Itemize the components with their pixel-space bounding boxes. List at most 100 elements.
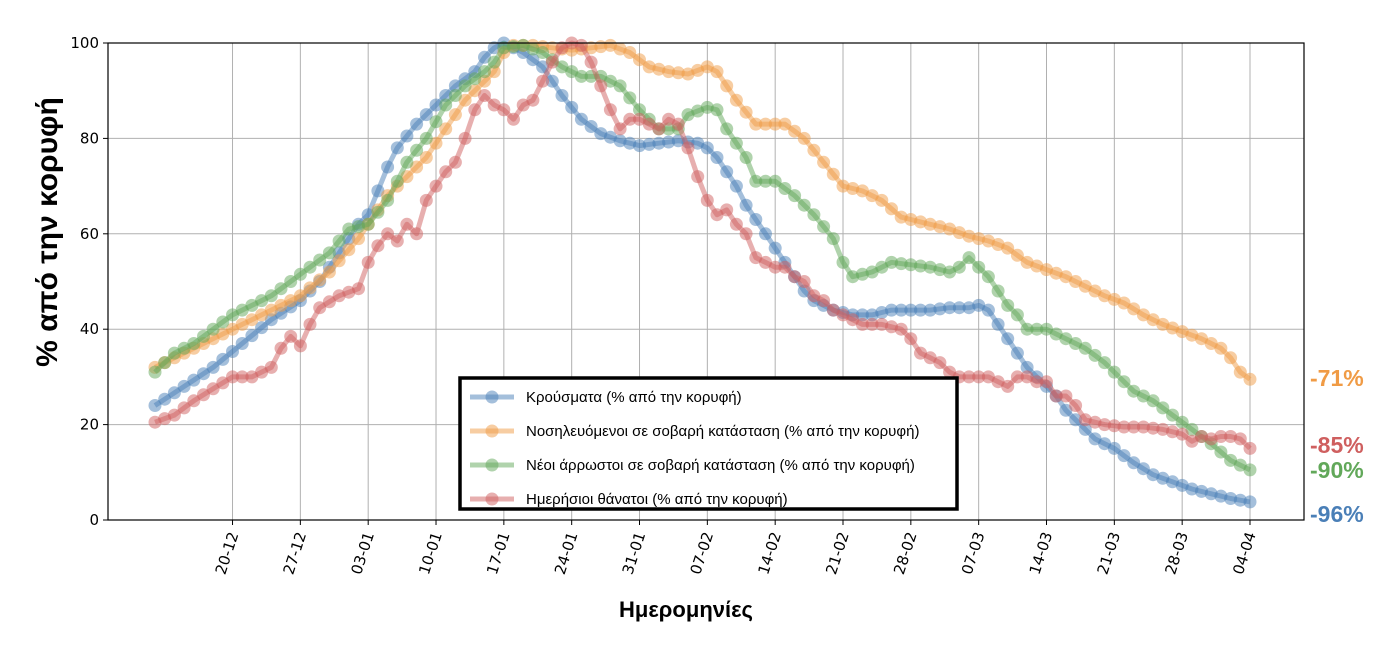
data-point [1069, 413, 1083, 427]
data-point [303, 281, 317, 295]
data-point [729, 136, 743, 150]
data-point [623, 112, 637, 126]
data-point [255, 294, 269, 308]
x-tick-label: 27-12 [280, 530, 311, 577]
data-point [662, 112, 676, 126]
x-tick-label: 14-02 [754, 530, 785, 577]
data-point [1069, 275, 1083, 288]
data-point [1117, 420, 1131, 434]
data-point [1214, 430, 1228, 443]
legend-label: Ημερήσιοι θάνατοι (% από την κορυφή) [526, 491, 788, 508]
data-point [536, 46, 550, 59]
data-point [167, 346, 181, 360]
x-tick-label: 14-03 [1026, 530, 1057, 577]
data-point [855, 184, 869, 198]
data-point [865, 317, 879, 331]
data-point [361, 255, 375, 269]
data-point [352, 282, 365, 296]
data-point [1001, 379, 1015, 393]
data-point [478, 65, 491, 79]
data-point [293, 289, 307, 303]
legend-box [458, 376, 959, 511]
data-point [332, 234, 346, 248]
data-point [419, 108, 433, 122]
data-point [293, 267, 307, 281]
data-point [671, 66, 685, 80]
data-point [1098, 437, 1112, 451]
data-point [1010, 308, 1024, 322]
data-point [1233, 458, 1247, 472]
data-point [235, 370, 249, 384]
data-point [875, 317, 889, 331]
data-point [1185, 434, 1199, 448]
data-point [749, 117, 763, 131]
data-point [759, 174, 772, 188]
data-point [245, 370, 259, 384]
x-tick-label: 28-02 [890, 530, 921, 577]
data-point [390, 174, 404, 188]
data-point [400, 217, 414, 231]
data-point [759, 117, 772, 131]
data-point [759, 255, 772, 269]
x-tick-label: 07-03 [958, 530, 989, 577]
data-point [933, 302, 947, 316]
data-point [904, 303, 918, 317]
data-point [284, 294, 298, 308]
data-point [206, 322, 220, 336]
data-point [284, 329, 298, 343]
data-point [1107, 419, 1121, 433]
data-point [1107, 365, 1121, 379]
data-point [1069, 337, 1083, 350]
data-point [226, 345, 239, 358]
data-point [1195, 332, 1208, 346]
data-point [245, 329, 259, 343]
data-point [574, 112, 588, 126]
data-point [836, 255, 850, 269]
data-point [885, 202, 898, 216]
data-point [400, 155, 414, 169]
data-point [448, 89, 462, 102]
data-point [613, 79, 627, 93]
data-point [216, 376, 230, 390]
data-point [293, 339, 307, 353]
data-point [390, 141, 404, 155]
data-point [1127, 384, 1141, 398]
data-point [662, 65, 676, 79]
data-point [623, 46, 637, 59]
data-point [1049, 327, 1063, 341]
data-point [439, 122, 453, 136]
data-point [875, 260, 889, 274]
data-point [652, 136, 666, 150]
data-point [642, 60, 656, 74]
legend-marker [485, 458, 499, 472]
data-point [1040, 375, 1053, 389]
data-point [1127, 302, 1141, 316]
data-point [991, 317, 1005, 331]
data-point [1001, 332, 1015, 346]
x-axis-label: Ημερομηνίες [619, 597, 753, 622]
data-point [303, 317, 317, 331]
data-point [197, 367, 210, 381]
data-point [623, 91, 637, 105]
data-point [826, 232, 840, 246]
data-point [962, 370, 976, 384]
data-point [729, 93, 743, 107]
data-point [487, 98, 501, 112]
legend-label: Νέοι άρρωστοι σε σοβαρή κατάσταση (% από… [526, 457, 915, 474]
data-point [1224, 492, 1238, 505]
data-point [1098, 418, 1112, 432]
data-point [197, 388, 210, 402]
data-point [235, 317, 249, 331]
data-point [952, 301, 966, 315]
data-point [691, 136, 705, 150]
data-point [487, 55, 501, 69]
data-point [981, 370, 995, 384]
data-point [545, 55, 559, 69]
data-point [962, 251, 976, 265]
plot-frame [107, 42, 1305, 521]
data-point [410, 117, 424, 131]
data-point [313, 273, 327, 287]
data-point [1233, 365, 1247, 379]
data-point [177, 379, 191, 393]
